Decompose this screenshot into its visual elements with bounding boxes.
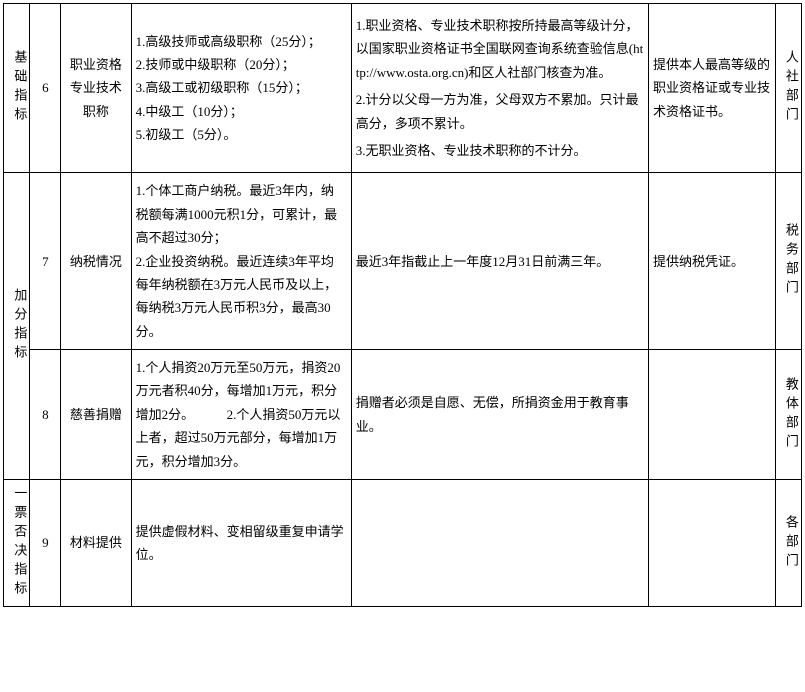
score-cell: 1.个体工商户纳税。最近3年内，纳税额每满1000元积1分，可累计，最高不超过3… — [131, 173, 351, 350]
doc-cell — [648, 350, 775, 480]
name-cell: 纳税情况 — [61, 173, 131, 350]
num-cell: 8 — [30, 350, 61, 480]
name-cell: 材料提供 — [61, 480, 131, 607]
dept-label: 人社部门 — [780, 50, 803, 126]
note-line: 3.无职业资格、专业技术职称的不计分。 — [356, 139, 644, 162]
note-cell: 1.职业资格、专业技术职称按所持最高等级计分，以国家职业资格证书全国联网查询系统… — [351, 4, 648, 173]
score-cell: 1.个人捐资20万元至50万元，捐资20万元者积40分，每增加1万元，积分增加2… — [131, 350, 351, 480]
score-cell: 1.高级技师或高级职称（25分）； 2.技师或中级职称（20分）； 3.高级工或… — [131, 4, 351, 173]
dept-cell: 教体部门 — [775, 350, 801, 480]
note-cell — [351, 480, 648, 607]
dept-label: 税务部门 — [780, 223, 803, 299]
category-label: 加分指标 — [8, 288, 31, 364]
category-label: 基础指标 — [8, 50, 31, 126]
table-row: 加分指标 7 纳税情况 1.个体工商户纳税。最近3年内，纳税额每满1000元积1… — [4, 173, 802, 350]
dept-cell: 人社部门 — [775, 4, 801, 173]
dept-cell: 税务部门 — [775, 173, 801, 350]
num-cell: 9 — [30, 480, 61, 607]
note-cell: 捐赠者必须是自愿、无偿，所捐资金用于教育事业。 — [351, 350, 648, 480]
dept-cell: 各部门 — [775, 480, 801, 607]
dept-label: 教体部门 — [780, 377, 803, 453]
category-label: 一票否决指标 — [8, 486, 31, 600]
num-cell: 7 — [30, 173, 61, 350]
name-cell: 慈善捐赠 — [61, 350, 131, 480]
table-row: 一票否决指标 9 材料提供 提供虚假材料、变相留级重复申请学位。 各部门 — [4, 480, 802, 607]
note-cell: 最近3年指截止上一年度12月31日前满三年。 — [351, 173, 648, 350]
num-cell: 6 — [30, 4, 61, 173]
doc-cell: 提供纳税凭证。 — [648, 173, 775, 350]
doc-cell — [648, 480, 775, 607]
scoring-table: 基础指标 6 职业资格专业技术职称 1.高级技师或高级职称（25分）； 2.技师… — [3, 3, 802, 607]
table-row: 基础指标 6 职业资格专业技术职称 1.高级技师或高级职称（25分）； 2.技师… — [4, 4, 802, 173]
note-line: 2.计分以父母一方为准，父母双方不累加。只计最高分，多项不累计。 — [356, 88, 644, 135]
name-cell: 职业资格专业技术职称 — [61, 4, 131, 173]
score-cell: 提供虚假材料、变相留级重复申请学位。 — [131, 480, 351, 607]
dept-label: 各部门 — [780, 515, 803, 572]
table-row: 8 慈善捐赠 1.个人捐资20万元至50万元，捐资20万元者积40分，每增加1万… — [4, 350, 802, 480]
note-line: 1.职业资格、专业技术职称按所持最高等级计分，以国家职业资格证书全国联网查询系统… — [356, 14, 644, 84]
category-cell: 基础指标 — [4, 4, 30, 173]
category-cell: 加分指标 — [4, 173, 30, 480]
doc-cell: 提供本人最高等级的职业资格证或专业技术资格证书。 — [648, 4, 775, 173]
category-cell: 一票否决指标 — [4, 480, 30, 607]
